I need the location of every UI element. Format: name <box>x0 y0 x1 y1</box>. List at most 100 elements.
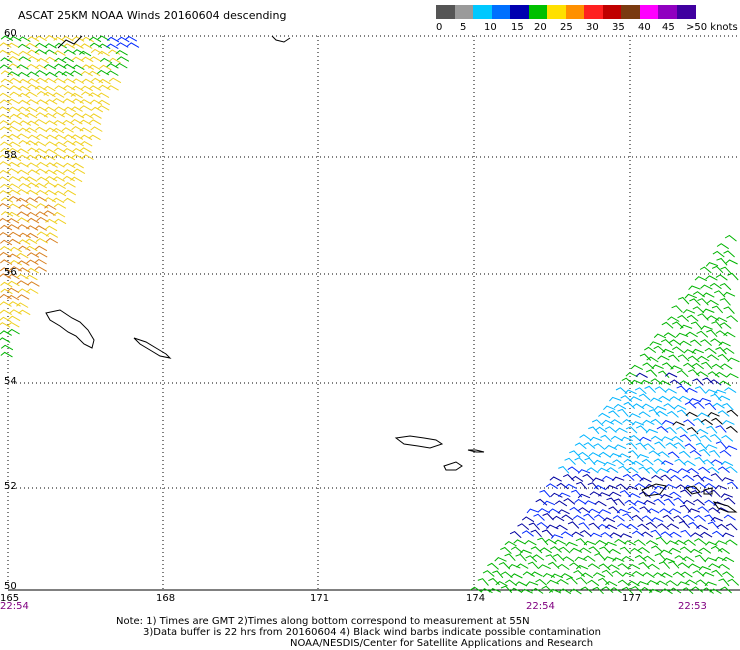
wind-barb <box>665 442 678 449</box>
lon-label-177: 177 <box>622 593 641 604</box>
wind-barb <box>34 118 47 125</box>
wind-barb <box>684 401 697 409</box>
legend-swatch <box>436 5 455 19</box>
wind-barb <box>634 554 647 562</box>
wind-barb <box>35 211 48 217</box>
wind-barb <box>0 224 13 231</box>
wind-barb <box>557 509 570 515</box>
wind-barb <box>62 63 76 70</box>
wind-barb <box>514 581 528 587</box>
wind-barb <box>17 294 30 300</box>
wind-barb <box>668 354 680 362</box>
wind-barb <box>685 411 698 417</box>
wind-barb <box>617 579 630 587</box>
wind-barb <box>562 474 575 482</box>
wind-barb <box>601 586 614 593</box>
wind-barb <box>642 419 655 426</box>
lat-label-50: 50 <box>4 581 17 592</box>
wind-barb <box>694 386 707 394</box>
wind-barb <box>605 524 618 530</box>
wind-barb <box>9 77 22 84</box>
wind-barb <box>705 541 718 546</box>
wind-barb <box>126 42 140 48</box>
wind-barb <box>569 506 582 514</box>
wind-barb <box>711 265 724 274</box>
wind-barb <box>600 434 612 443</box>
wind-barb <box>576 577 588 585</box>
wind-barb <box>587 579 600 587</box>
wind-barb <box>597 523 611 530</box>
wind-barb <box>693 401 705 410</box>
wind-barb <box>116 42 129 48</box>
wind-barb <box>650 529 662 538</box>
wind-barb <box>716 257 728 266</box>
wind-barb <box>673 442 686 450</box>
wind-barb <box>723 514 736 521</box>
wind-barb <box>510 546 523 553</box>
pass-time-middle: 22:54 <box>526 601 555 612</box>
wind-barb <box>52 92 65 98</box>
wind-barb <box>701 571 715 577</box>
wind-barb <box>573 514 586 521</box>
wind-barb <box>575 538 588 546</box>
wind-barb <box>477 578 489 586</box>
wind-barb <box>45 56 58 63</box>
lat-label-56: 56 <box>4 267 17 278</box>
wind-barb <box>676 370 689 378</box>
wind-barb <box>574 498 587 505</box>
wind-barb <box>622 572 635 577</box>
legend-swatch <box>602 5 622 19</box>
wind-barb <box>27 281 40 287</box>
wind-barb <box>672 346 684 353</box>
lat-label-58: 58 <box>4 150 17 161</box>
wind-barb <box>25 91 38 98</box>
wind-barb <box>7 321 20 328</box>
wind-barb <box>717 410 730 417</box>
wind-barb <box>630 586 643 593</box>
wind-barb <box>660 493 673 499</box>
wind-barb <box>644 346 657 354</box>
wind-barb <box>706 299 719 306</box>
wind-barb <box>0 190 12 196</box>
wind-barb <box>616 508 630 514</box>
wind-barb <box>619 533 633 538</box>
legend-label: 5 <box>460 22 467 33</box>
wind-barb <box>71 125 84 132</box>
wind-barb <box>27 78 40 84</box>
wind-barb <box>640 531 654 538</box>
wind-barb <box>641 458 654 466</box>
wind-barb <box>560 573 573 579</box>
wind-barb <box>521 516 535 523</box>
wind-barb <box>689 449 702 457</box>
wind-barb <box>36 161 49 168</box>
wind-barb <box>643 555 656 562</box>
wind-barb <box>577 493 591 499</box>
wind-barb <box>44 49 58 55</box>
wind-barb <box>661 321 674 329</box>
wind-barb <box>690 532 704 538</box>
wind-barb <box>612 557 625 562</box>
wind-barb <box>0 126 13 132</box>
wind-barb <box>684 443 697 451</box>
wind-barb <box>717 466 730 473</box>
wind-barb <box>645 428 658 434</box>
wind-barb <box>708 563 721 569</box>
wind-barb <box>44 169 57 176</box>
wind-barb <box>626 442 638 450</box>
wind-barb <box>0 344 14 351</box>
wind-barb <box>691 348 704 354</box>
wind-barb <box>626 466 639 474</box>
wind-barb <box>70 70 83 76</box>
wind-barb <box>96 69 110 76</box>
wind-barb <box>668 508 682 514</box>
wind-barb <box>117 36 130 43</box>
wind-barb <box>527 561 540 570</box>
wind-barb <box>627 563 641 570</box>
wind-barb <box>35 251 48 258</box>
wind-barb <box>627 506 640 513</box>
wind-barb <box>555 500 568 507</box>
wind-barb <box>8 238 21 245</box>
wind-barb <box>638 393 651 401</box>
wind-barb <box>99 64 112 71</box>
legend-label: 45 <box>662 22 675 33</box>
